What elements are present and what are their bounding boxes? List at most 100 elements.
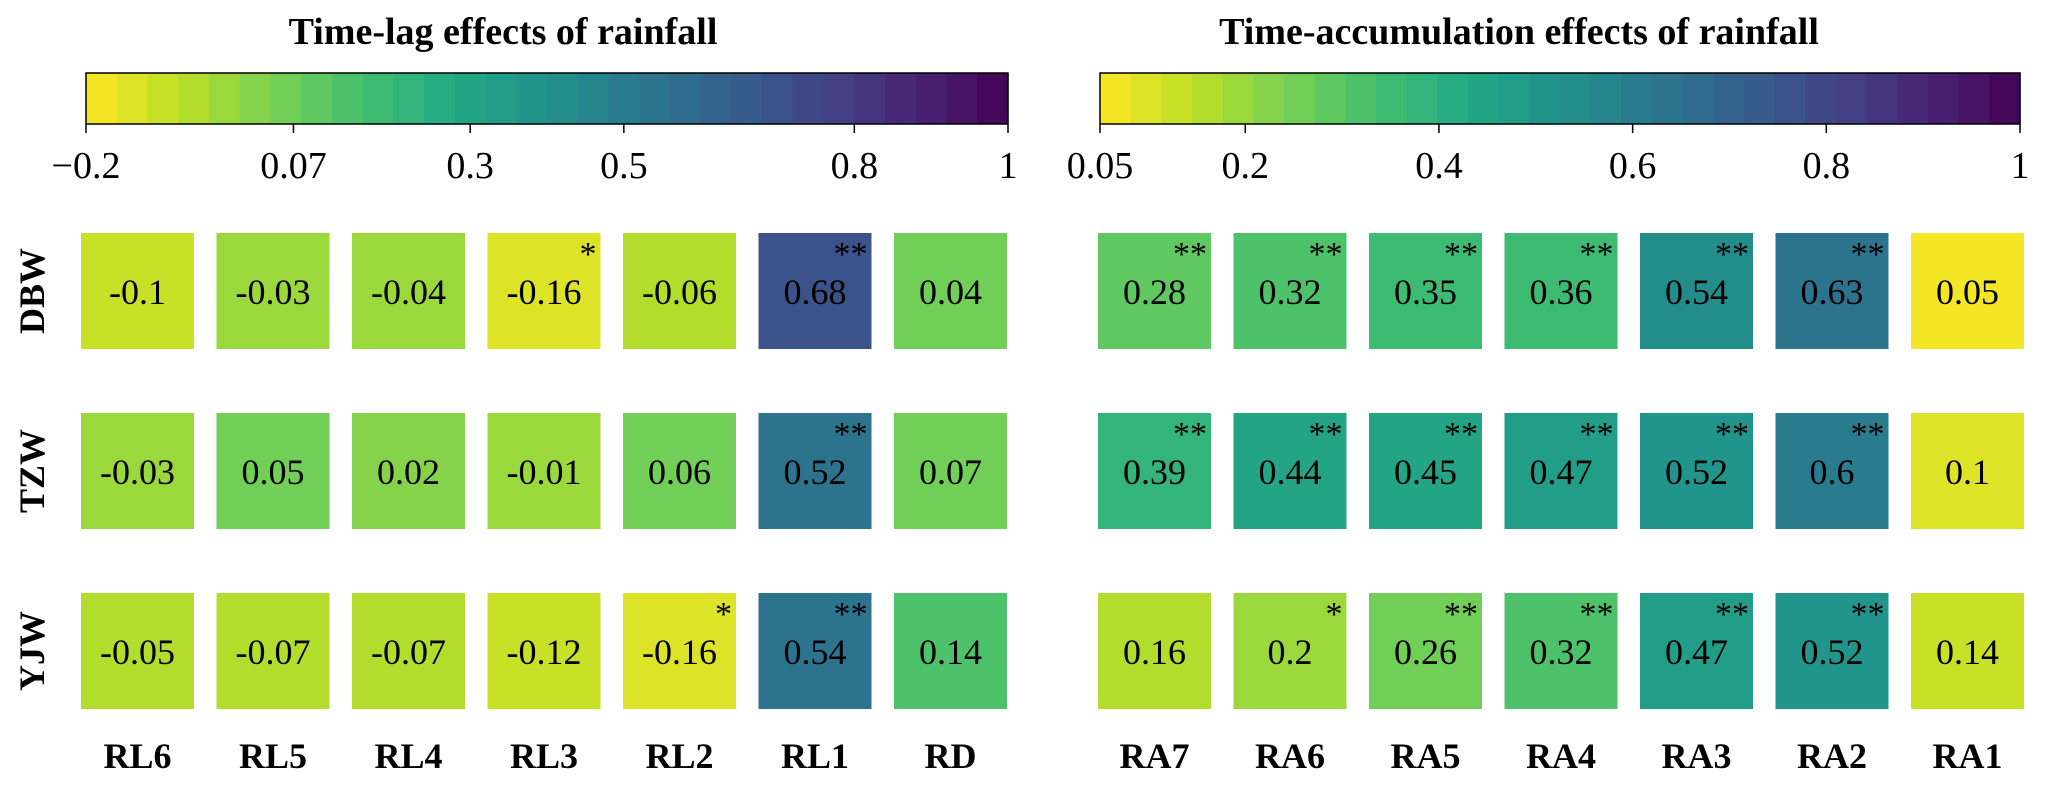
colorbar-tick-label: 0.4 xyxy=(1415,145,1463,187)
colorbar-segment xyxy=(1314,73,1346,124)
cell-value-label: -0.16 xyxy=(642,632,717,672)
significance-marker: * xyxy=(580,236,597,273)
heatmap-cell xyxy=(894,413,1007,529)
colorbar-segment xyxy=(1376,73,1408,124)
cell-value-label: 0.06 xyxy=(648,452,711,492)
cell-value-label: 0.04 xyxy=(919,272,982,312)
cell-value-label: 0.05 xyxy=(1936,272,1999,312)
significance-marker: ** xyxy=(1580,596,1614,633)
colorbar-segment xyxy=(639,73,671,124)
colorbar-segment xyxy=(1713,73,1745,124)
cell-value-label: 0.54 xyxy=(1665,272,1728,312)
colorbar-segment xyxy=(1161,73,1193,124)
colorbar-segment xyxy=(915,73,948,124)
heatmap-cell xyxy=(758,413,872,529)
cell-value-label: -0.16 xyxy=(507,272,582,312)
heatmap-cell xyxy=(1233,593,1347,709)
heatmap-cell xyxy=(216,593,330,709)
colorbar-segment xyxy=(700,73,732,124)
colorbar-segment xyxy=(147,73,179,124)
heatmap-cell xyxy=(1504,413,1618,529)
heatmap-cell xyxy=(1911,233,2024,349)
chart-title: Time-accumulation effects of rainfall xyxy=(1219,11,1819,53)
colorbar-segment xyxy=(424,73,456,124)
heatmap-cell xyxy=(894,593,1007,709)
heatmap-cell xyxy=(1640,233,1753,349)
cell-value-label: 0.1 xyxy=(1945,452,1990,492)
heatmap-cell xyxy=(216,233,330,349)
heatmap-cell xyxy=(1911,413,2024,529)
cell-value-label: 0.68 xyxy=(784,272,847,312)
heatmap-cell xyxy=(1504,233,1618,349)
cell-value-label: -0.03 xyxy=(100,452,175,492)
cell-value-label: 0.02 xyxy=(377,452,440,492)
significance-marker: ** xyxy=(1309,416,1343,453)
significance-marker: * xyxy=(1326,596,1343,633)
heatmap-cell xyxy=(487,233,601,349)
colorbar-segment xyxy=(731,73,763,124)
significance-marker: ** xyxy=(1851,236,1885,273)
significance-marker: ** xyxy=(1173,416,1207,453)
cell-value-label: 0.05 xyxy=(242,452,305,492)
colorbar-segment xyxy=(1897,73,1929,124)
colorbar-segment xyxy=(1130,73,1162,124)
colorbar-segment xyxy=(393,73,425,124)
heatmap-cell xyxy=(1369,413,1482,529)
colorbar-segment xyxy=(792,73,825,124)
significance-marker: ** xyxy=(1309,236,1343,273)
colorbar-segment xyxy=(1744,73,1776,124)
column-label: RL1 xyxy=(781,736,849,776)
significance-marker: ** xyxy=(834,596,868,633)
colorbar-segment xyxy=(547,73,579,124)
cell-value-label: 0.47 xyxy=(1665,632,1728,672)
cell-value-label: -0.01 xyxy=(507,452,582,492)
colorbar-segment xyxy=(1866,73,1898,124)
significance-marker: ** xyxy=(1715,596,1749,633)
heatmap-cell xyxy=(81,413,194,529)
colorbar-segment xyxy=(208,73,241,124)
heatmap-cell xyxy=(1911,593,2024,709)
colorbar-segment xyxy=(608,73,640,124)
colorbar-segment xyxy=(1774,73,1806,124)
column-label: RA4 xyxy=(1526,736,1596,776)
cell-value-label: -0.07 xyxy=(371,632,446,672)
heatmap-cell xyxy=(1775,233,1889,349)
colorbar-segment xyxy=(885,73,917,124)
cell-value-label: -0.03 xyxy=(236,272,311,312)
colorbar-segment xyxy=(762,73,794,124)
colorbar-frame xyxy=(1099,72,2021,125)
significance-marker: ** xyxy=(1173,236,1207,273)
heatmap-cell xyxy=(1775,593,1889,709)
colorbar-segment xyxy=(362,73,394,124)
heatmap-cell xyxy=(1233,233,1347,349)
colorbar-tick-label: −0.2 xyxy=(52,145,121,187)
colorbar-segment xyxy=(823,73,855,124)
colorbar-segment xyxy=(1284,73,1316,124)
column-label: RD xyxy=(925,736,977,776)
chart-title: Time-lag effects of rainfall xyxy=(289,11,718,53)
row-label: TZW xyxy=(12,429,52,513)
colorbar-tick-label: 0.07 xyxy=(260,145,327,187)
cell-value-label: -0.06 xyxy=(642,272,717,312)
column-label: RL2 xyxy=(645,736,713,776)
colorbar-segment xyxy=(1560,73,1592,124)
column-label: RA3 xyxy=(1662,736,1732,776)
cell-value-label: 0.63 xyxy=(1801,272,1864,312)
heatmap-cell xyxy=(352,593,465,709)
colorbar-segment xyxy=(116,73,149,124)
colorbar-segment xyxy=(1345,73,1377,124)
colorbar-segment xyxy=(946,73,978,124)
significance-marker: ** xyxy=(1580,236,1614,273)
cell-value-label: -0.07 xyxy=(236,632,311,672)
colorbar-segment xyxy=(454,73,487,124)
colorbar-segment xyxy=(86,73,118,124)
heatmap-cell xyxy=(81,233,194,349)
colorbar-segment xyxy=(1590,73,1622,124)
cell-value-label: 0.45 xyxy=(1394,452,1457,492)
cell-value-label: -0.1 xyxy=(109,272,166,312)
cell-value-label: 0.28 xyxy=(1123,272,1186,312)
colorbar-segment xyxy=(301,73,333,124)
significance-marker: ** xyxy=(1715,236,1749,273)
cell-value-label: 0.2 xyxy=(1268,632,1313,672)
cell-value-label: 0.35 xyxy=(1394,272,1457,312)
